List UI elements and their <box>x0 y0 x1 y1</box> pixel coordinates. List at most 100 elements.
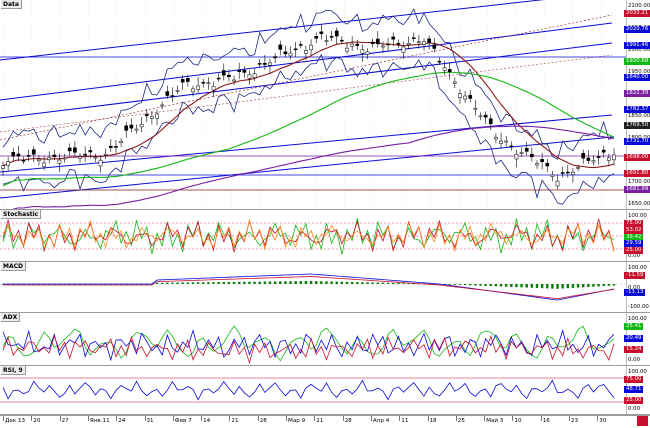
candle-bearish <box>334 30 339 37</box>
value-badge: -11.59 <box>624 272 646 279</box>
axis-tick-label: 0.00 <box>628 253 641 259</box>
macd-histogram-bar <box>263 281 267 284</box>
candle-bearish <box>16 153 21 157</box>
macd-histogram-bar <box>186 282 190 284</box>
stochastic-canvas[interactable] <box>0 210 650 262</box>
candle-bearish <box>21 159 26 162</box>
scroll-corner-button[interactable] <box>637 416 648 426</box>
candle-bullish <box>514 153 519 160</box>
candle-bullish <box>206 82 211 85</box>
macd-histogram-bar <box>248 281 251 284</box>
macd-histogram-bar <box>361 282 364 284</box>
macd-histogram-bar <box>412 283 415 285</box>
macd-histogram-bar <box>458 284 462 285</box>
macd-histogram-bar <box>504 284 508 287</box>
time-label: Мар 9 <box>288 418 306 424</box>
candle-bullish <box>150 116 154 119</box>
candle-bearish <box>278 44 283 50</box>
moving-average-short <box>2 41 615 169</box>
macd-histogram-bar <box>571 284 575 288</box>
macd-histogram-bar <box>315 281 318 284</box>
value-badge: 2020.76 <box>624 26 650 33</box>
axis-tick-label: 2100.00 <box>628 3 650 9</box>
candle-bullish <box>175 90 180 92</box>
fib-line <box>0 14 613 141</box>
macd-histogram-bar <box>587 284 590 287</box>
macd-histogram-bar <box>453 284 457 285</box>
panel-title-data: Data <box>1 0 22 9</box>
candle-bearish <box>170 95 175 97</box>
candle-bullish <box>247 74 252 79</box>
macd-histogram-bar <box>386 282 390 284</box>
channel-line <box>0 0 545 61</box>
macd-histogram-bar <box>232 281 236 284</box>
time-tick <box>201 416 203 421</box>
panel-title-macd: MACD <box>1 262 26 271</box>
macd-histogram-bar <box>433 283 436 285</box>
bollinger-upper <box>2 8 615 160</box>
macd-signal-line <box>3 276 615 300</box>
macd-histogram-bar <box>212 282 215 284</box>
axis-tick-label: 0.00 <box>628 406 641 412</box>
macd-histogram-bar <box>540 284 544 289</box>
adx-canvas[interactable] <box>0 313 650 366</box>
macd-histogram-bar <box>345 281 349 284</box>
candle-bullish <box>252 73 257 78</box>
candle-bearish <box>545 162 550 167</box>
candle-bearish <box>144 114 149 117</box>
channel-line <box>0 114 613 173</box>
time-tick <box>116 416 118 421</box>
candle-bullish <box>442 67 447 71</box>
macd-panel[interactable]: MACD 100.00 0.00 -100.00 -11.59 -13.13 <box>0 262 650 313</box>
value-badge: 29.59 <box>624 240 644 248</box>
axis-tick-label: 1950.00 <box>628 69 650 75</box>
time-tick <box>569 416 570 421</box>
price-panel[interactable]: Data 2100.002050.002000.001950.001900.00… <box>0 0 650 210</box>
time-axis: Дек 13 20 27 Янв 11 24 31 Фев 7 14 21 28 Мар 9 21 28… <box>0 415 650 428</box>
time-tick <box>512 416 514 421</box>
axis-tick-label: 100.00 <box>628 369 647 375</box>
candle-bullish <box>160 104 165 107</box>
macd-line <box>3 273 615 301</box>
candle-bearish <box>596 156 601 158</box>
value-badge: 25.41 <box>624 323 644 330</box>
value-badge: 39.42 <box>624 233 644 241</box>
macd-histogram-bar <box>592 284 595 287</box>
candle-bullish <box>417 41 421 43</box>
value-badge: 1691.80 <box>624 170 650 177</box>
candle-bullish <box>452 81 457 84</box>
candle-bullish <box>607 157 611 161</box>
candle-bullish <box>345 47 349 52</box>
candle-bearish <box>298 44 303 46</box>
macd-histogram-bar <box>258 281 261 284</box>
macd-histogram-bar <box>253 281 256 284</box>
macd-histogram-bar <box>176 282 179 284</box>
candle-bullish <box>381 45 385 48</box>
macd-canvas[interactable] <box>0 262 650 313</box>
candle-bullish <box>1 165 5 169</box>
time-label: Фев 7 <box>174 418 192 424</box>
candle-bearish <box>283 51 288 55</box>
candle-bullish <box>365 51 370 55</box>
macd-histogram-bar <box>191 282 195 284</box>
macd-histogram-bar <box>284 281 287 284</box>
macd-histogram-bar <box>494 284 498 287</box>
candle-bearish <box>52 154 57 158</box>
candle-bearish <box>108 145 113 148</box>
time-tick <box>484 416 486 421</box>
candle-bullish <box>504 140 509 143</box>
candle-bearish <box>293 48 298 51</box>
candle-bearish <box>524 147 529 152</box>
moving-average-purple <box>12 125 615 209</box>
time-tick <box>540 416 542 421</box>
candle-bullish <box>550 174 555 177</box>
rsi-canvas[interactable] <box>0 366 650 415</box>
candle-bullish <box>62 157 67 160</box>
value-badge: 15.24 <box>624 346 644 354</box>
candle-bearish <box>565 171 570 174</box>
price-chart-canvas[interactable] <box>0 0 650 210</box>
stochastic-slow-line <box>2 218 615 253</box>
